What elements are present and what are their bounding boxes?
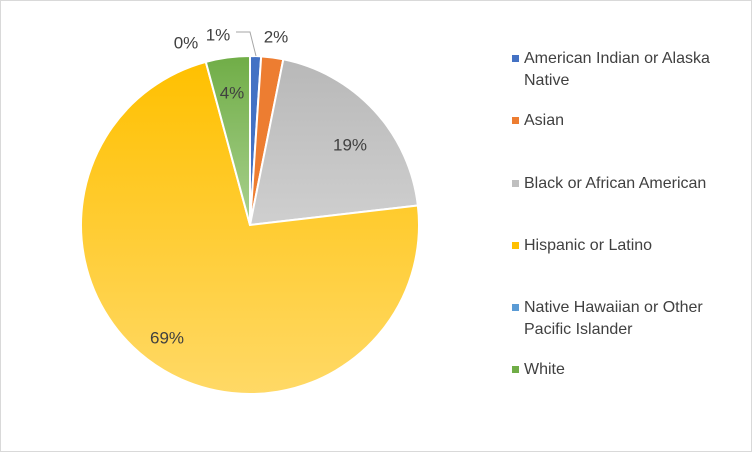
legend-item-hispanic-or-latino: Hispanic or Latino — [512, 235, 748, 257]
legend-item-white: White — [512, 359, 748, 381]
chart-legend: American Indian or Alaska Native Asian Bla… — [512, 0, 748, 452]
legend-label: Black or African American — [524, 175, 707, 192]
legend-label: White — [524, 361, 565, 378]
legend-swatch — [512, 55, 519, 62]
legend-swatch — [512, 180, 519, 187]
legend-item-native-hawaiian-or-other-pacific-islander: Native Hawaiian or Other Pacific Islande… — [512, 297, 748, 341]
data-label-american-indian-or-alaska-native: 1% — [206, 25, 231, 44]
legend-item-asian: Asian — [512, 110, 748, 132]
data-label-black-or-african-american: 19% — [333, 135, 367, 154]
legend-swatch — [512, 366, 519, 373]
legend-label: Hispanic or Latino — [524, 237, 653, 254]
data-label-asian: 2% — [264, 27, 289, 46]
legend-label: American Indian or Alaska Native — [524, 50, 710, 89]
legend-swatch — [512, 242, 519, 249]
legend-swatch — [512, 304, 519, 311]
data-label-native-hawaiian-or-other-pacific-islander: 0% — [174, 33, 199, 52]
pie-slice-black-or-african-american — [248, 58, 419, 227]
data-label-white: 4% — [220, 83, 245, 102]
legend-item-american-indian-or-alaska-native: American Indian or Alaska Native — [512, 48, 748, 92]
legend-item-black-or-african-american: Black or African American — [512, 173, 748, 195]
data-label-hispanic-or-latino: 69% — [150, 328, 184, 347]
pie-slice-white — [204, 54, 251, 226]
legend-label: Native Hawaiian or Other Pacific Islande… — [524, 299, 703, 338]
legend-swatch — [512, 117, 519, 124]
leader-line — [236, 31, 257, 57]
legend-label: Asian — [524, 112, 565, 129]
pie-slice-hispanic-or-latino — [80, 60, 420, 395]
